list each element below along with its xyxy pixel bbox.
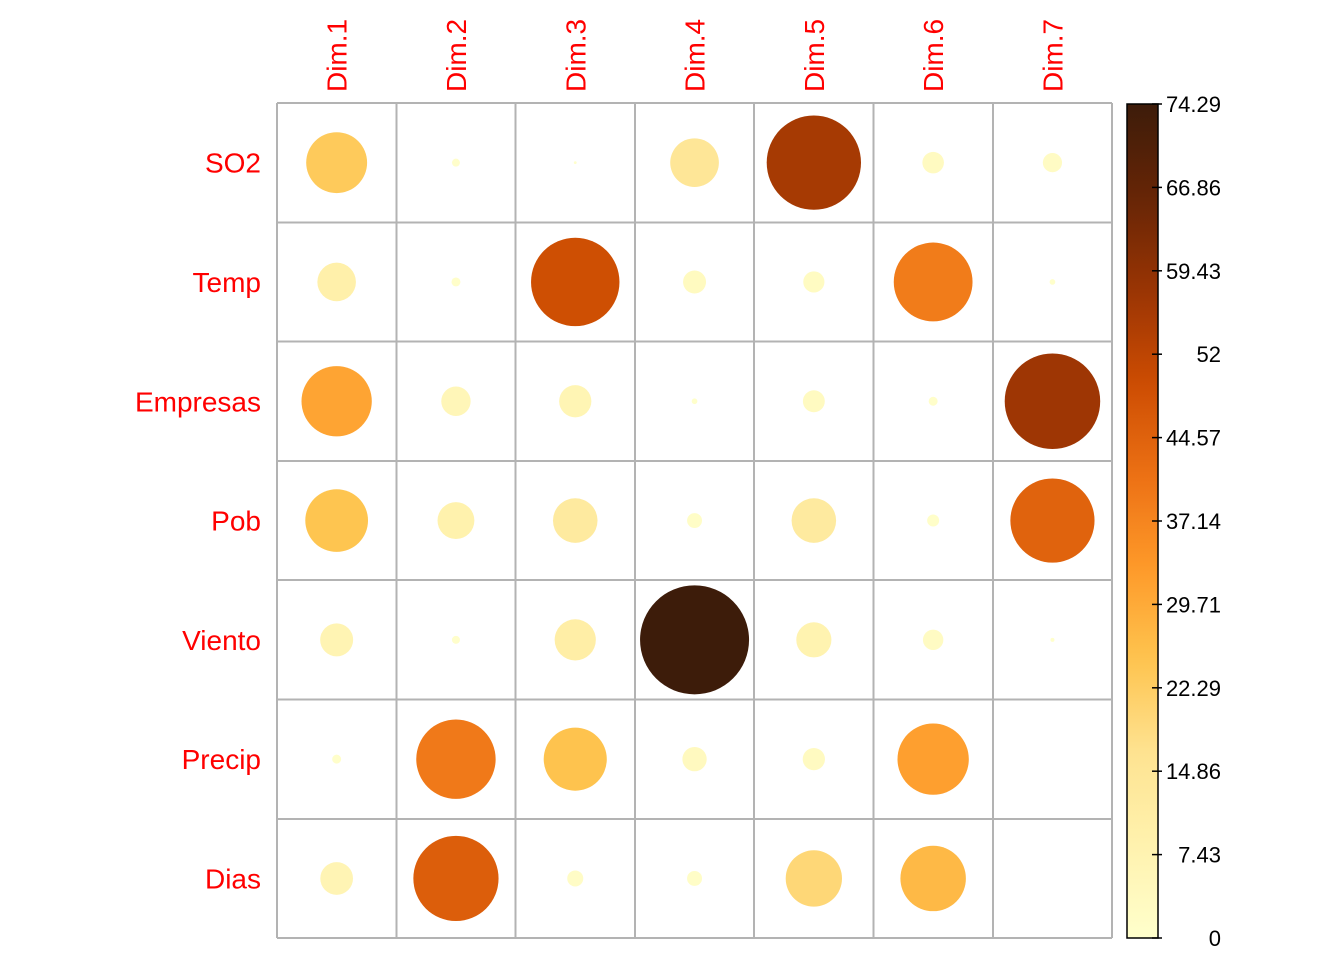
- cell-circle-viento-dim-1: [320, 623, 354, 657]
- column-label: Dim.1: [322, 19, 353, 92]
- row-label: Viento: [182, 625, 261, 656]
- legend-tick-label: 59.43: [1166, 259, 1221, 284]
- column-labels: Dim.1 Dim.2 Dim.3 Dim.4 Dim.5 Dim.6 Dim.7: [322, 19, 1069, 92]
- legend-tick-label: 0: [1209, 926, 1221, 951]
- cell-circle-so2-dim-2: [451, 158, 460, 167]
- cell-circle-temp-dim-5: [803, 271, 825, 293]
- cell-circle-pob-dim-4: [687, 513, 703, 529]
- cell-circle-pob-dim-5: [791, 498, 837, 543]
- cell-circle-viento-dim-4: [640, 585, 750, 695]
- cells-layer: [301, 115, 1101, 922]
- row-label: Pob: [211, 506, 261, 537]
- cell-circle-so2-dim-7: [1042, 153, 1063, 173]
- column-label: Dim.7: [1037, 19, 1068, 92]
- cell-circle-dias-dim-3: [567, 870, 584, 887]
- cell-circle-pob-dim-6: [927, 514, 940, 527]
- cell-circle-so2-dim-5: [766, 115, 861, 210]
- cell-circle-viento-dim-7: [1050, 637, 1055, 642]
- row-label: Precip: [182, 744, 261, 775]
- cell-circle-viento-dim-5: [796, 622, 832, 658]
- cell-circle-pob-dim-1: [305, 489, 369, 552]
- cell-circle-empresas-dim-6: [928, 396, 938, 406]
- cell-circle-precip-dim-1: [332, 754, 342, 764]
- cell-circle-precip-dim-5: [802, 748, 825, 771]
- row-label: SO2: [205, 148, 261, 179]
- legend-tick-label: 7.43: [1178, 843, 1221, 868]
- cell-circle-empresas-dim-2: [441, 386, 471, 416]
- row-label: Temp: [193, 267, 261, 298]
- cell-circle-temp-dim-7: [1049, 279, 1056, 285]
- cell-circle-temp-dim-6: [893, 242, 973, 322]
- legend-tick-label: 74.29: [1166, 92, 1221, 117]
- column-label: Dim.4: [680, 19, 711, 92]
- legend-tick-label: 29.71: [1166, 592, 1221, 617]
- cell-circle-precip-dim-3: [543, 727, 607, 791]
- cell-circle-pob-dim-3: [552, 498, 598, 543]
- column-label: Dim.3: [560, 19, 591, 92]
- cell-circle-dias-dim-5: [785, 850, 842, 907]
- cell-circle-dias-dim-4: [687, 870, 703, 886]
- cell-circle-so2-dim-4: [670, 138, 719, 187]
- cell-circle-empresas-dim-4: [691, 398, 698, 405]
- cell-circle-empresas-dim-3: [559, 385, 592, 418]
- cell-circle-viento-dim-2: [451, 635, 460, 644]
- cell-circle-pob-dim-7: [1010, 478, 1095, 563]
- cell-circle-dias-dim-2: [413, 835, 499, 922]
- legend-tick-label: 22.29: [1166, 676, 1221, 701]
- column-label: Dim.2: [441, 19, 472, 92]
- legend-tick-label: 37.14: [1166, 509, 1221, 534]
- cell-circle-dias-dim-6: [900, 845, 966, 912]
- cell-circle-precip-dim-4: [682, 746, 707, 772]
- cell-circle-precip-dim-2: [416, 719, 496, 799]
- grid-layer: [276, 102, 1114, 940]
- row-label: Empresas: [135, 386, 261, 417]
- column-label: Dim.5: [799, 19, 830, 92]
- color-legend: 74.29 66.86 59.43 52 44.57 37.14 29.71 22.29 14.…: [1126, 92, 1221, 951]
- legend-tick-label: 66.86: [1166, 175, 1221, 200]
- cell-circle-dias-dim-1: [320, 862, 354, 895]
- cell-circle-so2-dim-3: [573, 161, 577, 165]
- cell-circle-empresas-dim-5: [802, 390, 825, 413]
- cell-circle-pob-dim-2: [437, 502, 475, 539]
- cell-circle-so2-dim-1: [306, 132, 368, 194]
- row-label: Dias: [205, 863, 261, 894]
- cell-circle-viento-dim-6: [922, 629, 944, 651]
- cell-circle-temp-dim-2: [451, 277, 461, 287]
- cell-circle-temp-dim-4: [683, 270, 707, 294]
- legend-tick-label: 14.86: [1166, 759, 1221, 784]
- cell-circle-temp-dim-1: [317, 262, 356, 302]
- legend-tick-label: 52: [1197, 342, 1221, 367]
- cell-circle-precip-dim-6: [897, 723, 969, 795]
- cell-circle-empresas-dim-7: [1004, 353, 1101, 449]
- legend-tick-label: 44.57: [1166, 426, 1221, 451]
- cell-circle-viento-dim-3: [554, 619, 596, 661]
- cell-circle-so2-dim-6: [922, 151, 944, 174]
- cell-circle-temp-dim-3: [531, 237, 620, 327]
- row-labels: SO2 Temp Empresas Pob Viento Precip Dias: [135, 148, 261, 895]
- column-label: Dim.6: [918, 19, 949, 92]
- cell-circle-empresas-dim-1: [301, 366, 372, 437]
